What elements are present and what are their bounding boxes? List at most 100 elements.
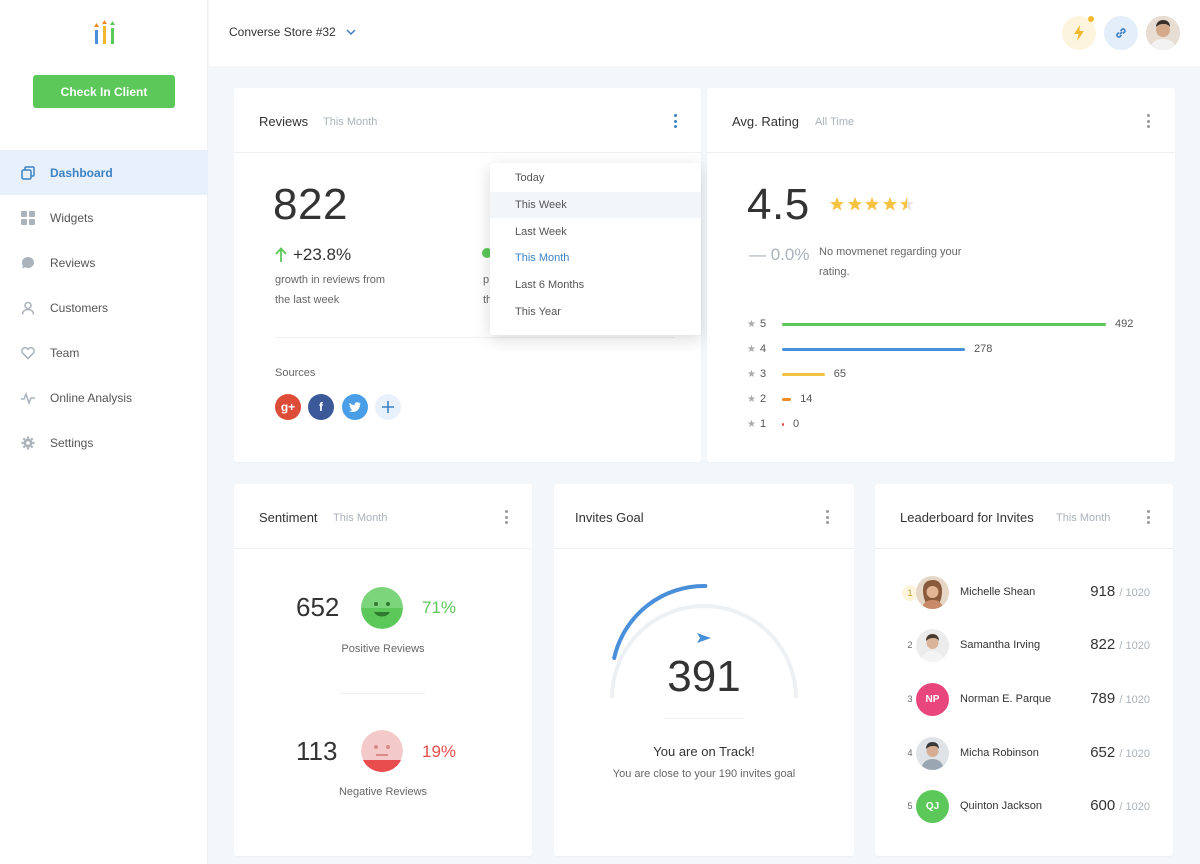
rating-bar — [781, 422, 784, 426]
store-name: Converse Store #32 — [229, 25, 336, 39]
negative-label: Negative Reviews — [338, 786, 428, 798]
send-icon — [697, 633, 711, 643]
leaderboard-row[interactable]: 3 NP Norman E. Parque 789 / 1020 — [875, 683, 1173, 717]
notifications-button[interactable] — [1062, 16, 1096, 50]
leaderboard-row[interactable]: 5 QJ Quinton Jackson 600 / 1020 — [875, 790, 1173, 824]
dropdown-item-last-6-months[interactable]: Last 6 Months — [515, 279, 585, 292]
link-button[interactable] — [1104, 16, 1138, 50]
sidebar: Check In Client Dashboard Widgets Review… — [0, 0, 208, 864]
status-dot — [482, 248, 492, 258]
leaderboard-row[interactable]: 4 Micha Robinson 652 / 1020 — [875, 737, 1173, 771]
rating-count: 0 — [792, 418, 800, 430]
sidebar-item-online-analysis[interactable]: Online Analysis — [0, 375, 208, 420]
invites-status-text: You are close to your 190 invites goal — [612, 768, 796, 780]
avatar — [916, 576, 949, 609]
card-period: This Month — [333, 512, 388, 524]
rating-bar — [781, 397, 792, 401]
leaderboard-row[interactable]: 1 Michelle Shean 918 / 1020 — [875, 576, 1173, 610]
rating-bar — [781, 347, 966, 351]
rating-count: 14 — [800, 393, 813, 405]
card-period: All Time — [815, 116, 855, 128]
facebook-icon[interactable]: f — [308, 394, 334, 420]
invites-value: 391 — [667, 652, 741, 701]
sidebar-item-settings[interactable]: Settings — [0, 420, 208, 465]
dropdown-item-this-month[interactable]: This Month — [515, 252, 570, 265]
rating-change: — 0.0% — [749, 245, 810, 264]
growth-value: +23.8% — [293, 245, 352, 264]
rating-stars — [829, 196, 917, 212]
more-options-button[interactable] — [670, 112, 680, 130]
name: Micha Robinson — [960, 747, 1039, 759]
rating-row: ★ 3 65 — [747, 367, 846, 381]
more-options-button[interactable] — [1143, 508, 1153, 526]
rating-row: ★ 4 278 — [747, 342, 992, 356]
invites-gauge — [610, 584, 798, 699]
star-icon: ★ — [747, 343, 756, 355]
pulse-icon — [20, 390, 36, 406]
reviews-count: 822 — [273, 180, 348, 229]
avatar-initials: NP — [916, 683, 949, 716]
hidden-text-line-1: p — [483, 274, 490, 286]
leaderboard-card-header: Leaderboard for Invites This Month — [875, 484, 1173, 549]
hidden-text-line-2: th — [483, 294, 493, 306]
rating-count: 65 — [833, 368, 847, 380]
dropdown-item-this-year[interactable]: This Year — [515, 305, 561, 318]
avatar — [916, 629, 949, 662]
rating-level: 4 — [759, 343, 767, 355]
divider — [340, 693, 425, 694]
lightning-icon — [1074, 25, 1084, 41]
store-selector[interactable]: Converse Store #32 — [229, 25, 356, 39]
check-in-client-button[interactable]: Check In Client — [33, 75, 175, 108]
positive-count: 652 — [296, 592, 340, 622]
sidebar-item-label: Online Analysis — [50, 390, 133, 405]
sidebar-item-label: Widgets — [50, 210, 94, 225]
more-options-button[interactable] — [501, 508, 511, 526]
score: 789 / 1020 — [1090, 690, 1150, 707]
name: Michelle Shean — [960, 586, 1036, 598]
star-icon — [830, 197, 844, 211]
sidebar-item-label: Settings — [50, 435, 94, 450]
star-icon: ★ — [747, 393, 756, 405]
dropdown-item-last-week[interactable]: Last Week — [515, 225, 567, 238]
dropdown-item-today[interactable]: Today — [515, 172, 545, 185]
star-icon — [847, 197, 862, 211]
topbar: Converse Store #32 — [209, 0, 1200, 66]
sidebar-item-team[interactable]: Team — [0, 330, 208, 375]
sidebar-item-widgets[interactable]: Widgets — [0, 195, 208, 240]
star-icon — [900, 197, 914, 211]
google-plus-icon[interactable]: g+ — [275, 394, 301, 420]
user-icon — [20, 300, 36, 316]
rating-level: 3 — [759, 368, 767, 380]
chat-bubble-icon — [20, 255, 36, 271]
reviews-growth: +23.8% — [275, 245, 351, 265]
dropdown-item-this-week[interactable]: This Week — [490, 191, 701, 219]
card-title: Reviews — [259, 114, 309, 129]
heart-icon — [20, 345, 36, 361]
grid-icon — [20, 210, 36, 226]
rating-row: ★ 2 14 — [747, 392, 812, 406]
score: 822 / 1020 — [1090, 636, 1150, 653]
more-options-button[interactable] — [1143, 112, 1153, 130]
happy-face-icon — [361, 587, 403, 629]
user-avatar[interactable] — [1146, 16, 1180, 50]
rating-count: 492 — [1114, 318, 1134, 330]
add-source-button[interactable] — [375, 394, 401, 420]
leaderboard-row[interactable]: 2 Samantha Irving 822 / 1020 — [875, 629, 1173, 663]
rank: 4 — [907, 748, 913, 758]
star-icon — [882, 197, 897, 211]
sentiment-card: Sentiment This Month — [234, 484, 532, 856]
sidebar-item-customers[interactable]: Customers — [0, 285, 208, 330]
card-title: Sentiment — [259, 510, 318, 525]
card-title: Invites Goal — [575, 510, 644, 525]
rating-level: 1 — [759, 418, 767, 430]
sidebar-item-dashboard[interactable]: Dashboard — [0, 150, 208, 195]
invites-card-header: Invites Goal — [554, 484, 854, 549]
avatar — [916, 737, 949, 770]
twitter-icon[interactable] — [342, 394, 368, 420]
name: Samantha Irving — [960, 639, 1041, 651]
more-options-button[interactable] — [822, 508, 832, 526]
copy-icon — [20, 165, 36, 181]
name: Norman E. Parque — [960, 693, 1052, 705]
sidebar-item-reviews[interactable]: Reviews — [0, 240, 208, 285]
gatherup-logo[interactable] — [92, 20, 118, 46]
